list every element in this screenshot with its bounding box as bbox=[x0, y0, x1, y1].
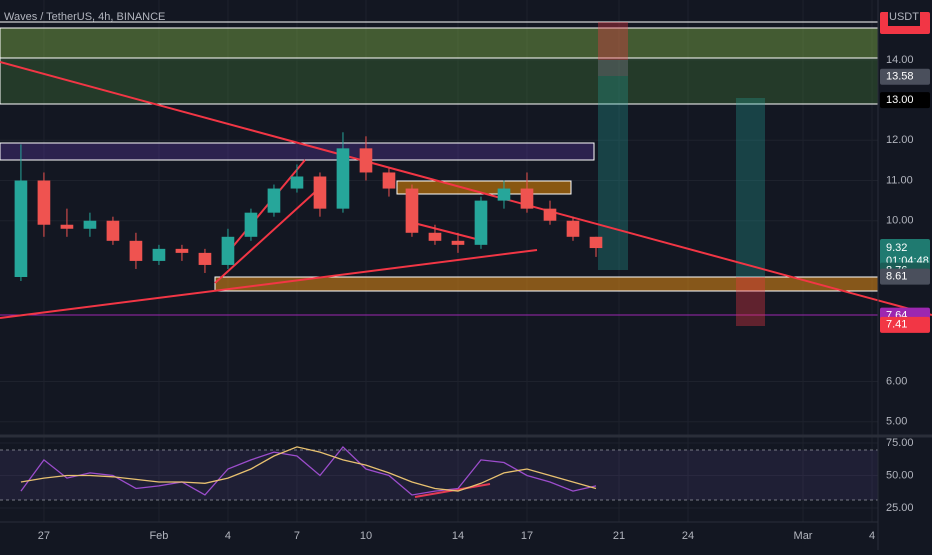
candle-body bbox=[474, 200, 488, 245]
y-tick-label: 50.00 bbox=[886, 469, 914, 481]
candle-body bbox=[520, 188, 534, 209]
price-badge-label: 9.32 bbox=[886, 242, 907, 254]
candle-body bbox=[428, 232, 442, 241]
rsi-line bbox=[20, 446, 597, 492]
candle-body bbox=[405, 188, 419, 233]
candle-body bbox=[451, 240, 465, 245]
x-tick-label: 24 bbox=[682, 530, 694, 542]
candle-body bbox=[589, 236, 603, 249]
y-tick-label: 11.00 bbox=[886, 174, 913, 186]
y-tick-label: 5.00 bbox=[886, 416, 907, 428]
candle-body bbox=[129, 240, 143, 261]
candle-body bbox=[60, 224, 74, 229]
candle-body bbox=[175, 248, 189, 253]
x-tick-label: 27 bbox=[38, 530, 50, 542]
x-tick-label: Mar bbox=[794, 530, 813, 542]
trend-line bbox=[409, 221, 481, 241]
trend-line bbox=[229, 159, 306, 251]
candle-body bbox=[37, 180, 51, 225]
position-target bbox=[736, 98, 765, 277]
price-badge bbox=[880, 92, 930, 109]
candle-body bbox=[267, 188, 281, 213]
x-tick-label: 14 bbox=[452, 530, 464, 542]
chart-title: Waves / TetherUS, 4h, BINANCE bbox=[4, 11, 165, 23]
candle-body bbox=[221, 236, 235, 265]
x-tick-label: Feb bbox=[149, 530, 168, 542]
zone bbox=[0, 142, 595, 161]
candle-body bbox=[497, 188, 511, 201]
candle-body bbox=[244, 212, 258, 237]
price-badge-label: 7.41 bbox=[886, 319, 907, 331]
position-stop bbox=[598, 22, 628, 60]
zone bbox=[0, 27, 879, 59]
currency-box bbox=[888, 8, 920, 26]
candle-body bbox=[83, 220, 97, 229]
y-tick-label: 25.00 bbox=[886, 502, 914, 514]
candle-body bbox=[359, 148, 373, 173]
candle-body bbox=[198, 252, 212, 265]
drawings bbox=[0, 21, 932, 498]
position-stop bbox=[736, 277, 765, 326]
zone bbox=[396, 180, 572, 195]
candle-body bbox=[382, 172, 396, 189]
candle-body bbox=[290, 176, 304, 189]
y-tick-label: 6.00 bbox=[886, 375, 907, 387]
position-target bbox=[598, 76, 628, 270]
price-badge-label: 13.00 bbox=[886, 94, 914, 106]
x-tick-label: 4 bbox=[225, 530, 231, 542]
y-tick-label: 10.00 bbox=[886, 215, 914, 227]
trend-line bbox=[0, 249, 538, 319]
rsi-band bbox=[0, 450, 878, 500]
price-badge bbox=[880, 268, 930, 285]
candle-body bbox=[543, 208, 557, 221]
price-badge-label: 13.58 bbox=[886, 71, 914, 83]
trend-line bbox=[0, 61, 932, 316]
y-tick-label: 14.00 bbox=[886, 54, 914, 66]
x-tick-label: 7 bbox=[294, 530, 300, 542]
zone bbox=[0, 57, 879, 105]
x-tick-label: 4 bbox=[869, 530, 875, 542]
candle-body bbox=[336, 148, 350, 209]
price-badge bbox=[880, 239, 930, 270]
price-badge bbox=[880, 316, 930, 333]
currency: USDT bbox=[889, 11, 919, 23]
y-tick-label: 12.00 bbox=[886, 134, 914, 146]
candle-body bbox=[14, 180, 28, 278]
x-tick-label: 17 bbox=[521, 530, 533, 542]
candle-body bbox=[313, 176, 327, 209]
y-tick-label: 75.00 bbox=[886, 437, 914, 449]
x-tick-label: 10 bbox=[360, 530, 372, 542]
candle-body bbox=[106, 220, 120, 241]
candle-body bbox=[152, 248, 166, 261]
x-tick-label: 21 bbox=[613, 530, 625, 542]
price-badge bbox=[880, 68, 930, 85]
candle-body bbox=[566, 220, 580, 237]
trend-line bbox=[214, 182, 326, 284]
position-entry bbox=[598, 60, 628, 76]
price-badge-label: 8.61 bbox=[886, 271, 907, 283]
